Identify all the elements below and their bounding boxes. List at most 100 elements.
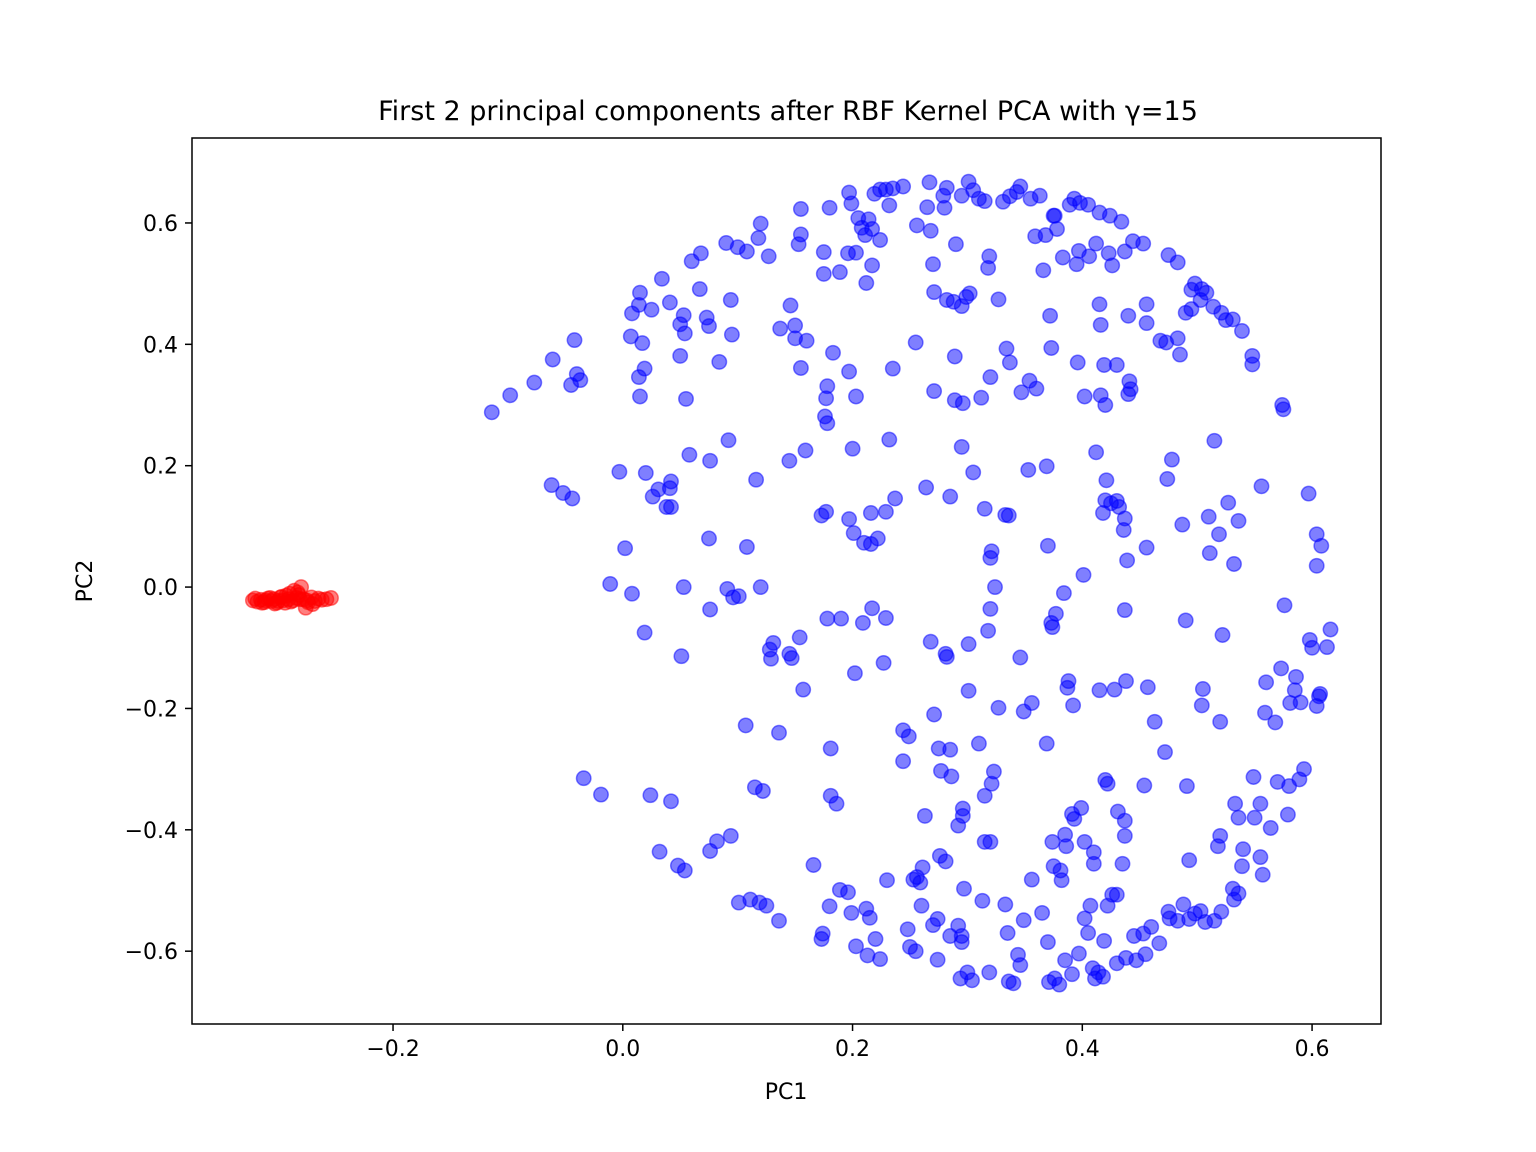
data-point	[1169, 254, 1186, 271]
data-point	[864, 600, 881, 617]
data-point	[1096, 932, 1113, 949]
data-point	[754, 783, 771, 799]
data-point	[1192, 903, 1209, 920]
data-point	[860, 211, 877, 228]
data-point	[1209, 838, 1226, 855]
data-point	[678, 390, 694, 407]
data-point	[1044, 619, 1061, 636]
data-point	[1212, 713, 1229, 730]
data-point	[1151, 935, 1168, 952]
data-point	[787, 317, 804, 334]
data-point	[1200, 508, 1217, 525]
data-point	[1021, 372, 1038, 389]
data-point	[1214, 627, 1231, 643]
data-point	[1069, 354, 1086, 371]
data-point	[1211, 526, 1227, 543]
data-point	[323, 590, 339, 606]
data-point	[1296, 761, 1312, 778]
data-point	[1076, 910, 1093, 927]
data-point	[1146, 713, 1163, 730]
data-point	[624, 305, 640, 322]
data-point	[916, 807, 933, 824]
data-point	[843, 904, 860, 921]
data-point	[1135, 235, 1152, 252]
plot-frame	[191, 137, 1382, 1025]
data-point	[1308, 557, 1325, 574]
data-point	[1116, 602, 1133, 619]
data-point	[1088, 444, 1105, 461]
data-point	[899, 921, 916, 938]
data-point	[1118, 673, 1134, 690]
data-point	[1066, 810, 1083, 827]
data-point	[1194, 681, 1211, 697]
data-point	[781, 452, 798, 469]
data-point	[818, 390, 835, 407]
data-point	[965, 464, 982, 481]
data-point	[771, 724, 787, 741]
data-point	[723, 326, 740, 343]
data-point	[663, 499, 679, 515]
data-point	[981, 248, 998, 265]
data-point	[998, 340, 1015, 357]
data-point	[783, 650, 800, 667]
data-point	[1193, 697, 1210, 714]
data-point	[950, 817, 967, 834]
data-point	[771, 912, 787, 929]
data-point	[813, 931, 830, 947]
data-point	[1275, 401, 1292, 418]
data-point	[872, 951, 889, 968]
data-point	[526, 374, 543, 391]
data-point	[976, 787, 993, 804]
data-point	[1258, 674, 1275, 691]
data-point	[1055, 585, 1072, 602]
data-point	[960, 636, 977, 653]
data-point	[960, 682, 977, 699]
data-point	[942, 741, 959, 758]
data-point	[1177, 612, 1194, 629]
data-point	[1095, 968, 1111, 985]
data-point	[1300, 485, 1317, 502]
data-point	[997, 896, 1014, 913]
data-point	[1075, 566, 1092, 583]
data-point	[1276, 597, 1293, 614]
data-point	[1116, 812, 1133, 829]
data-point	[675, 579, 692, 596]
data-point	[1253, 478, 1270, 495]
data-point	[929, 911, 946, 927]
data-point	[833, 610, 850, 627]
data-point	[702, 452, 719, 469]
data-point	[663, 793, 679, 810]
data-point	[722, 292, 739, 308]
data-point	[737, 717, 754, 734]
data-point	[673, 648, 690, 665]
data-point	[1172, 346, 1188, 363]
data-point	[981, 964, 998, 981]
data-point	[858, 275, 875, 291]
data-point	[681, 446, 698, 463]
data-point	[1098, 472, 1115, 489]
data-point	[792, 360, 809, 376]
data-point	[822, 740, 839, 757]
data-point	[946, 348, 963, 365]
data-point	[1120, 307, 1137, 324]
data-point	[575, 770, 592, 787]
data-point	[907, 943, 924, 960]
data-point	[819, 415, 836, 432]
y-tick-label: 0.0	[143, 576, 178, 601]
data-point	[1163, 451, 1180, 468]
data-point	[907, 334, 924, 351]
data-point	[976, 193, 993, 210]
data-point	[913, 897, 930, 914]
data-point	[544, 351, 561, 368]
data-point	[676, 862, 693, 879]
data-point	[929, 951, 946, 968]
data-point	[1104, 257, 1121, 274]
data-point	[1301, 631, 1318, 648]
data-point	[1065, 697, 1082, 714]
data-point	[864, 257, 881, 274]
data-point	[947, 236, 964, 253]
data-point	[1095, 505, 1111, 521]
data-point	[791, 629, 808, 646]
y-axis: 0.6 0.4 0.2 0.0 −0.2 −0.4 −0.6	[125, 212, 192, 965]
data-point	[661, 294, 678, 311]
